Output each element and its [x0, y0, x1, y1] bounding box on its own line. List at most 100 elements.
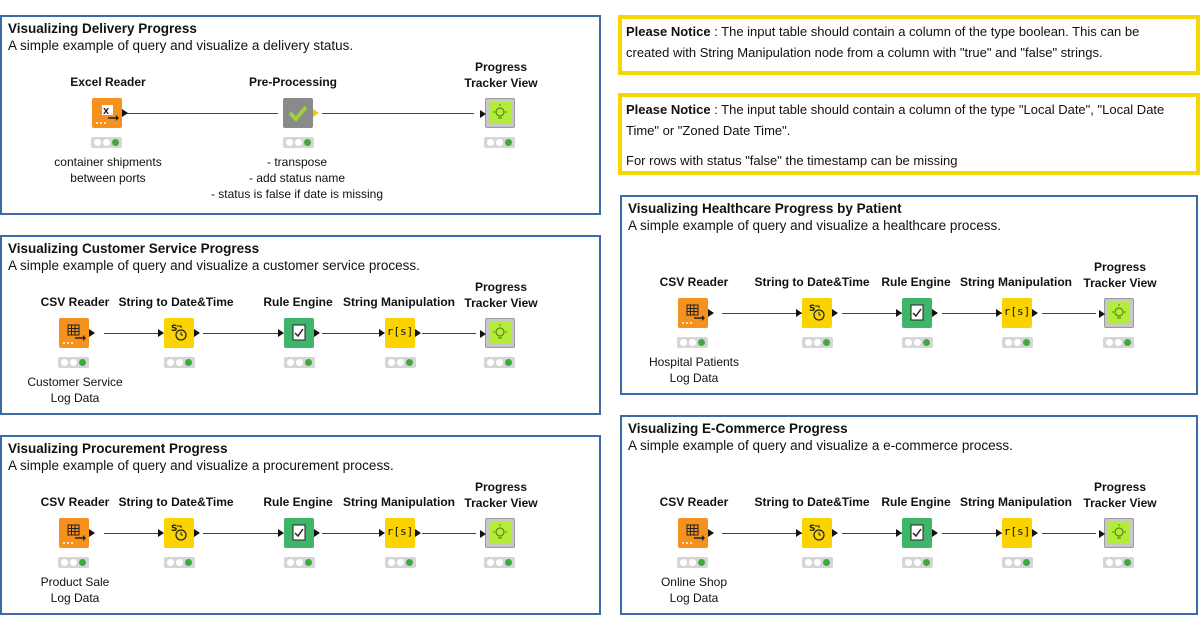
- connection[interactable]: [422, 533, 476, 534]
- node-label: String Manipulation: [343, 495, 455, 509]
- node-status-indicator: [902, 557, 933, 568]
- node-label: CSV Reader: [40, 495, 110, 509]
- node-label: CSV Reader: [40, 295, 110, 309]
- date-time-icon[interactable]: S: [796, 298, 838, 328]
- connection[interactable]: [322, 533, 382, 534]
- connection[interactable]: [842, 533, 902, 534]
- notice-boolean-column: Please Notice : The input table should c…: [618, 15, 1200, 75]
- node-label: String to Date&Time: [118, 495, 234, 509]
- lightbulb-icon[interactable]: [480, 518, 515, 548]
- svg-text:S: S: [171, 324, 177, 334]
- notice-text: Please Notice : The input table should c…: [626, 102, 1165, 168]
- node-status-indicator: [283, 137, 314, 148]
- node-status-indicator: [677, 337, 708, 348]
- svg-text:S: S: [809, 304, 815, 314]
- node-label: Rule Engine: [881, 495, 951, 509]
- node-label: String to Date&Time: [754, 275, 870, 289]
- node-label: Rule Engine: [881, 275, 951, 289]
- node-status-indicator: [1103, 337, 1134, 348]
- node-label: CSV Reader: [659, 495, 729, 509]
- node-status-indicator: [164, 557, 195, 568]
- annotation-description: A simple example of query and visualize …: [8, 258, 420, 273]
- node-label: String Manipulation: [960, 495, 1072, 509]
- svg-text:S: S: [171, 524, 177, 534]
- node-status-indicator: [58, 357, 89, 368]
- connection[interactable]: [1042, 533, 1096, 534]
- connection[interactable]: [942, 533, 1002, 534]
- date-time-icon[interactable]: S: [158, 318, 200, 348]
- annotation-title: Visualizing Customer Service Progress: [8, 241, 260, 256]
- node-status-indicator: [1002, 337, 1033, 348]
- notice-text: Please Notice : The input table should c…: [626, 24, 1140, 60]
- string-manipulation-icon[interactable]: r[s]: [996, 298, 1038, 328]
- node-label: Progress Tracker View: [464, 60, 538, 90]
- node-status-indicator: [385, 357, 416, 368]
- annotation-description: A simple example of query and visualize …: [8, 38, 354, 53]
- node-label: String Manipulation: [343, 295, 455, 309]
- lightbulb-icon[interactable]: [1099, 518, 1134, 548]
- connection[interactable]: [104, 333, 162, 334]
- node-status-indicator: [284, 557, 315, 568]
- connection[interactable]: [422, 333, 476, 334]
- node-label: CSV Reader: [659, 275, 729, 289]
- node-status-indicator: [484, 357, 515, 368]
- node-status-indicator: [385, 557, 416, 568]
- rule-engine-icon[interactable]: [896, 518, 938, 548]
- node-status-indicator: [284, 357, 315, 368]
- lightbulb-icon[interactable]: [480, 318, 515, 348]
- annotation-description: A simple example of query and visualize …: [628, 438, 1013, 453]
- rule-engine-icon[interactable]: [278, 318, 320, 348]
- node-label: Rule Engine: [263, 495, 333, 509]
- annotation-title: Visualizing Healthcare Progress by Patie…: [628, 201, 902, 216]
- csv-reader-icon[interactable]: [59, 518, 95, 548]
- node-status-indicator: [484, 137, 515, 148]
- node-status-indicator: [91, 137, 122, 148]
- rule-engine-icon[interactable]: [278, 518, 320, 548]
- csv-reader-icon[interactable]: [59, 318, 95, 348]
- lightbulb-icon[interactable]: [480, 98, 515, 128]
- connection[interactable]: [203, 533, 283, 534]
- node-label: String Manipulation: [960, 275, 1072, 289]
- node-status-indicator: [484, 557, 515, 568]
- rule-engine-icon[interactable]: [896, 298, 938, 328]
- string-manipulation-icon[interactable]: r[s]: [379, 318, 421, 348]
- connection[interactable]: [722, 533, 802, 534]
- lightbulb-icon[interactable]: [1099, 298, 1134, 328]
- node-label: Progress Tracker View: [1083, 260, 1157, 290]
- string-manipulation-icon[interactable]: r[s]: [379, 518, 421, 548]
- node-annotation: Product Sale Log Data: [40, 575, 110, 605]
- notice-date-column: Please Notice : The input table should c…: [618, 93, 1200, 175]
- connection[interactable]: [722, 313, 802, 314]
- annotation-title: Visualizing E-Commerce Progress: [628, 421, 848, 436]
- date-time-icon[interactable]: S: [796, 518, 838, 548]
- node-annotation: Hospital Patients Log Data: [648, 355, 740, 385]
- date-time-icon[interactable]: S: [158, 518, 200, 548]
- connection[interactable]: [322, 113, 474, 114]
- connection[interactable]: [942, 313, 1002, 314]
- connection[interactable]: [842, 313, 902, 314]
- csv-reader-icon[interactable]: [678, 518, 714, 548]
- excel-reader-icon[interactable]: X: [92, 98, 128, 128]
- string-manipulation-icon[interactable]: r[s]: [996, 518, 1038, 548]
- node-annotation: Customer Service Log Data: [27, 375, 123, 405]
- connection[interactable]: [104, 533, 162, 534]
- connection[interactable]: [123, 113, 278, 114]
- node-status-indicator: [58, 557, 89, 568]
- node-status-indicator: [802, 557, 833, 568]
- node-status-indicator: [164, 357, 195, 368]
- csv-reader-icon[interactable]: [678, 298, 714, 328]
- node-status-indicator: [677, 557, 708, 568]
- connection[interactable]: [322, 333, 382, 334]
- metanode-check-icon[interactable]: [283, 98, 319, 128]
- string-manipulation-glyph: r[s]: [1003, 525, 1031, 538]
- annotation-description: A simple example of query and visualize …: [8, 458, 394, 473]
- annotation-title: Visualizing Procurement Progress: [8, 441, 228, 456]
- node-annotation: - transpose - add status name - status i…: [210, 155, 384, 201]
- svg-text:X: X: [103, 107, 110, 116]
- connection[interactable]: [1042, 313, 1096, 314]
- node-annotation: Online Shop Log Data: [660, 575, 728, 605]
- annotation-healthcare: Visualizing Healthcare Progress by Patie…: [620, 195, 1198, 395]
- string-manipulation-glyph: r[s]: [386, 325, 414, 338]
- node-label: Progress Tracker View: [1083, 480, 1157, 510]
- connection[interactable]: [203, 333, 283, 334]
